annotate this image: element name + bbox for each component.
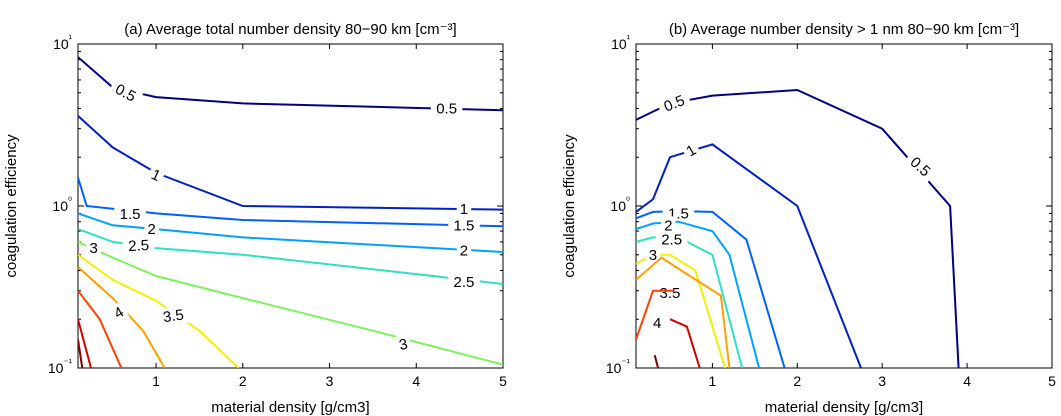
chart-a-contour-line-1.5 <box>78 177 503 228</box>
chart-a-contour-label: 2.5 <box>128 237 150 255</box>
chart-a-contour-label: 1.5 <box>120 206 141 223</box>
chart-a-contour-label: 2 <box>460 243 468 260</box>
chart-b-contour-label: 2.5 <box>661 232 682 249</box>
chart-b-contour-label-bg <box>661 216 676 235</box>
chart-a-contour-label-bg <box>145 163 167 187</box>
chart-b-x-tick-label: 3 <box>878 373 886 389</box>
chart-b-contour-label-bg <box>902 149 939 184</box>
chart-a-contour-label-bg <box>448 216 480 235</box>
chart-a-contour-label-bg <box>86 239 101 258</box>
chart-a-y-tick-label: 10¹ <box>53 34 73 52</box>
chart-b-contour-label: 3.5 <box>660 285 681 302</box>
chart-b-contour-label: 4 <box>653 315 661 332</box>
chart-b-contour-label-bg <box>654 284 686 303</box>
chart-a-contour-label-bg <box>144 220 159 239</box>
chart-b-plot-frame <box>635 43 1053 369</box>
chart-a-contour-line-2.5 <box>78 228 503 285</box>
chart-b-contour-label-bg <box>656 89 693 118</box>
chart-a-y-axis-label: coagulation efficiency <box>3 134 20 278</box>
chart-a-x-tick-label: 4 <box>412 373 420 389</box>
chart-a-contour-label-bg <box>430 99 463 118</box>
chart-b-title: (b) Average number density > 1 nm 80−90 … <box>669 21 1019 38</box>
chart-b-contour-line-2 <box>636 220 761 368</box>
chart-a-contour-label-bg <box>394 334 413 355</box>
chart-b-x-tick-label: 5 <box>1048 373 1056 389</box>
chart-b-contour-line-1.5 <box>636 210 786 368</box>
chart-b-contour-label: 2 <box>664 217 672 234</box>
chart-b-contour-label-bg <box>645 245 661 264</box>
chart-a-contour-label-bg <box>107 77 144 109</box>
chart-b-contour-line-5 <box>653 354 660 368</box>
chart-a-contour-label: 3.5 <box>162 306 185 326</box>
chart-a-contour-label: 2.5 <box>454 274 475 291</box>
chart-a-contour-label-bg <box>122 235 155 256</box>
chart-a-contour-label: 0.5 <box>436 100 457 117</box>
chart-a-contour-label: 3 <box>89 240 97 257</box>
chart-a-x-tick-label: 1 <box>152 373 160 389</box>
chart-a-contour-label: 3 <box>398 336 410 354</box>
chart-a-contour-line-5 <box>78 318 92 368</box>
chart-b-x-tick-label: 2 <box>793 373 801 389</box>
panel-a: 1 2 3 4 5 10⁻¹ 10⁰ 10¹ (a) Average total number … <box>3 21 507 416</box>
chart-b-contours: 0.50.511.522.533.54 <box>636 88 960 368</box>
chart-b-contour-label-bg <box>655 230 688 249</box>
chart-b-contour-line-3 <box>636 253 727 368</box>
chart-a-contour-label-bg <box>114 205 146 224</box>
chart-a-x-tick-label: 3 <box>326 373 334 389</box>
chart-a-contour-line-3.5 <box>78 253 240 368</box>
chart-a-x-tick-label: 2 <box>239 373 247 389</box>
chart-a-contour-label-bg <box>456 199 472 218</box>
chart-b-contour-label-bg <box>649 313 665 332</box>
chart-b-y-tick-label: 10⁰ <box>610 196 630 214</box>
chart-b-y-tick-label: 10¹ <box>611 34 631 52</box>
chart-b-x-tick-label: 4 <box>963 373 971 389</box>
chart-b-contour-line-3.5 <box>636 256 731 368</box>
chart-b-contour-line-4 <box>636 289 675 340</box>
chart-a-contour-line-0.5 <box>78 56 503 112</box>
chart-a-contour-label: 1.5 <box>454 217 475 234</box>
chart-b-contour-label: 3 <box>649 247 657 264</box>
chart-a-contour-label-bg <box>448 272 480 291</box>
chart-a-y-tick-label: 10⁰ <box>52 196 72 214</box>
chart-a-contour-line-3 <box>78 240 503 366</box>
chart-a-contour-label: 1 <box>460 201 468 218</box>
chart-a-contour-line-5.5 <box>78 339 84 368</box>
chart-a-contour-label-bg <box>456 241 472 260</box>
chart-b-contour-line-4.5 <box>669 318 701 368</box>
chart-a-contour-label: 2 <box>148 221 156 238</box>
chart-a-y-tick-label: 10⁻¹ <box>48 358 73 376</box>
chart-a-contour-label-bg <box>156 304 191 327</box>
chart-b-contour-label-bg <box>680 139 702 162</box>
chart-b-x-axis-label: material density [g/cm3] <box>765 399 923 416</box>
chart-b-y-axis-label: coagulation efficiency <box>561 134 578 278</box>
chart-b-y-tick-label: 10⁻¹ <box>606 358 631 376</box>
chart-a-contour-label-bg <box>107 301 130 324</box>
chart-b-contour-line-1 <box>636 143 862 368</box>
chart-a-title: (a) Average total number density 80−90 k… <box>124 21 456 38</box>
chart-a-contour-line-4.5 <box>78 290 123 368</box>
chart-a-x-tick-label: 5 <box>499 373 507 389</box>
chart-a-x-axis-label: material density [g/cm3] <box>211 399 369 416</box>
chart-b-contour-label: 0.5 <box>662 92 688 116</box>
chart-a-contour-line-1 <box>78 115 503 211</box>
chart-b-x-tick-label: 1 <box>709 373 717 389</box>
